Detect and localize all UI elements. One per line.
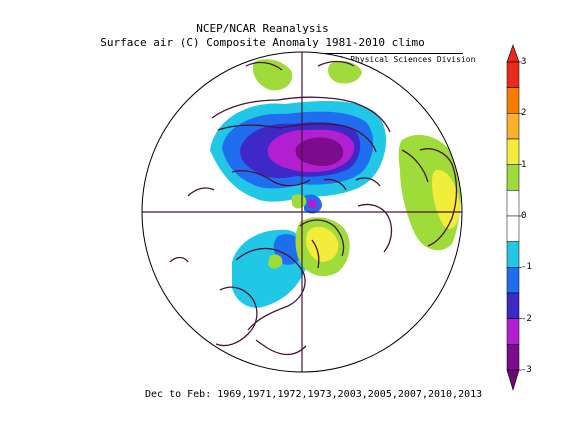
cold-region-greenland-core: [308, 199, 318, 209]
colorbar-cell: [506, 138, 520, 165]
colorbar-tick-label: 3: [521, 57, 527, 67]
colorbar-bottom-triangle: [506, 369, 520, 392]
date-range-label: Dec to Feb: 1969,1971,1972,1973,2003,200…: [145, 389, 483, 400]
warm-region-europe-core: [306, 226, 339, 262]
cold-region-siberia-core4: [295, 137, 344, 166]
colorbar-cell: [506, 344, 520, 371]
warm-region-arctic: [292, 194, 307, 209]
colorbar-cell: [506, 267, 520, 294]
warm-region-north: [328, 61, 362, 84]
colorbar-cell: [506, 241, 520, 268]
warm-region-pacific: [252, 59, 293, 91]
colorbar-tick-label: 0: [521, 211, 527, 221]
colorbar-cell: [506, 61, 520, 88]
colorbar-cell: [506, 190, 520, 217]
colorbar-tick-label: -2: [521, 313, 532, 324]
map-title: NCEP/NCAR Reanalysis: [196, 22, 329, 35]
colorbar-cell: [506, 164, 520, 191]
map-boundary-circle: [141, 51, 463, 373]
colorbar-tick-label: -3: [521, 365, 532, 375]
warm-region-canada: [268, 254, 283, 269]
colorbar-tick-label: 1: [521, 159, 527, 170]
colorbar: [506, 44, 522, 392]
colorbar-tick-label: 2: [521, 108, 527, 119]
credit-divider: [298, 53, 463, 54]
colorbar-cell: [506, 113, 520, 140]
coastlines: [169, 60, 458, 356]
colorbar-tick-label: -1: [521, 262, 532, 273]
colorbar-cell: [506, 215, 520, 242]
anomaly-field: [142, 52, 462, 372]
credit-label: NOAA/ESRL Physical Sciences Division: [302, 55, 476, 64]
colorbar-cell: [506, 318, 520, 345]
colorbar-cell: [506, 292, 520, 319]
colorbar-top-triangle: [506, 44, 520, 63]
map-subtitle: Surface air (C) Composite Anomaly 1981-2…: [100, 36, 425, 49]
colorbar-cell: [506, 87, 520, 114]
